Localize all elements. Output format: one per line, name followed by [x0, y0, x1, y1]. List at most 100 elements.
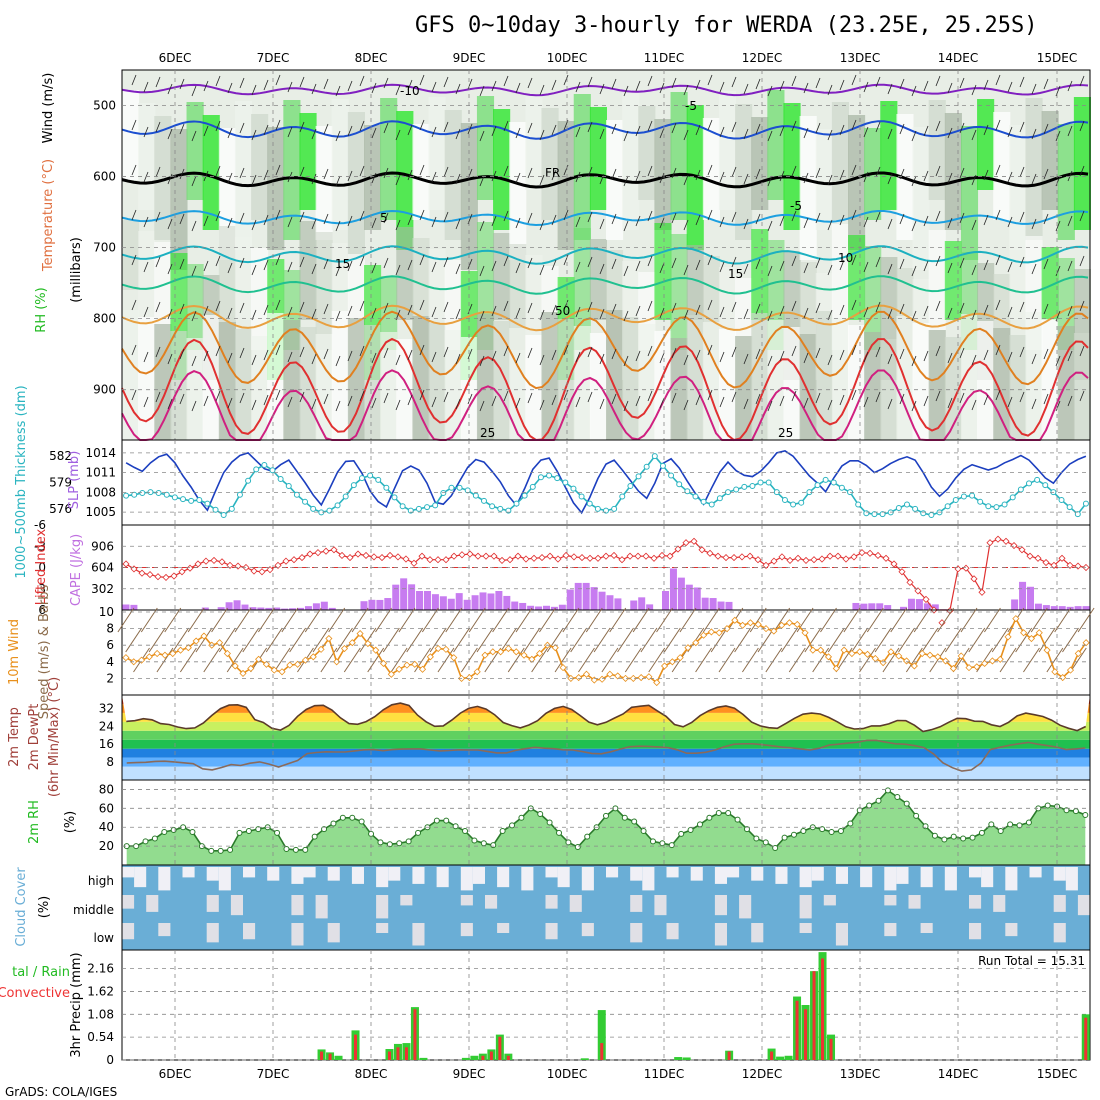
- wind-barb: [215, 75, 221, 87]
- day-label-bottom: 11DEC: [644, 1067, 684, 1081]
- wind-barb: [968, 627, 986, 653]
- rh-line-point: [321, 826, 328, 833]
- cloud-cell: [497, 867, 510, 888]
- rh-line-point: [386, 841, 393, 848]
- wind-barb: [587, 391, 593, 403]
- wind-barb: [203, 395, 209, 407]
- wind-barb: [203, 215, 209, 227]
- cape-bar: [479, 592, 487, 610]
- wind-barb: [455, 218, 461, 230]
- day-label-bottom: 12DEC: [742, 1067, 782, 1081]
- wind-speed-point: [1051, 668, 1059, 676]
- wind-barb: [491, 260, 497, 272]
- wind-barb: [995, 74, 1001, 86]
- thickness-line-point: [879, 511, 886, 518]
- li-point: [410, 559, 418, 567]
- wind-barb: [617, 627, 634, 653]
- rh-shade: [670, 338, 688, 440]
- wind-speed-point: [1020, 629, 1028, 637]
- wind-barb: [623, 85, 629, 97]
- wind-barb: [371, 217, 377, 229]
- li-point: [426, 556, 434, 564]
- li-tick: 3: [38, 582, 46, 596]
- label-precip: 3hr Precip (mm): [69, 952, 84, 1057]
- wind-speed-point: [575, 674, 583, 682]
- rh-shade: [267, 127, 285, 250]
- thickness-line-point: [546, 472, 553, 479]
- wind-barb: [551, 124, 557, 136]
- wind-barb: [371, 397, 377, 409]
- li-point: [290, 556, 298, 564]
- cape-bar: [701, 597, 709, 610]
- day-label-top: 9DEC: [453, 51, 486, 65]
- rh-shade: [1041, 111, 1059, 210]
- rh-line-point: [903, 800, 910, 807]
- wind-barb: [323, 78, 329, 90]
- label-minmax: (6hr Min/Max) (°C): [47, 677, 62, 797]
- rh-line-point: [255, 826, 262, 833]
- wind-barb: [1019, 166, 1025, 178]
- thickness-line-point: [684, 488, 691, 495]
- cloud-cell: [182, 867, 195, 878]
- wind-barb: [527, 77, 533, 89]
- rh-line-point: [574, 844, 581, 851]
- li-point: [258, 568, 266, 576]
- wind-barb: [863, 171, 869, 183]
- day-label-bottom: 8DEC: [355, 1067, 388, 1081]
- rh-shade: [267, 313, 285, 440]
- rh-line-point: [631, 818, 638, 825]
- wind-barb: [167, 353, 173, 365]
- wind-speed-point: [223, 649, 231, 658]
- cape-bar: [233, 600, 241, 610]
- rh-line-point: [960, 835, 967, 842]
- cape-bar: [542, 605, 550, 610]
- rh-shade: [428, 249, 446, 320]
- wind-speed-point: [668, 658, 676, 666]
- wind-barb: [719, 216, 725, 228]
- wind-barb: [851, 119, 857, 131]
- temp-tick: 24: [99, 719, 114, 733]
- li-point: [394, 553, 402, 561]
- cape-bar: [852, 602, 860, 610]
- wind-barb: [743, 83, 749, 95]
- wind-barb: [299, 76, 305, 88]
- rh-shade: [799, 116, 817, 260]
- rh-shade: [880, 101, 898, 210]
- li-point: [330, 546, 338, 554]
- thickness-line-point: [781, 497, 788, 504]
- wind-barb: [311, 173, 317, 185]
- li-point: [266, 566, 274, 574]
- rh-line-point: [217, 847, 224, 854]
- wind-barb: [287, 261, 293, 273]
- thickness-line-point: [448, 484, 455, 491]
- wind-barb: [155, 301, 161, 313]
- cape-bar: [455, 593, 463, 610]
- wind-barb: [624, 647, 642, 673]
- wind-barb: [659, 127, 665, 139]
- rh-line-point: [274, 829, 281, 836]
- wind-barb: [947, 352, 953, 364]
- rh-shade: [654, 223, 672, 320]
- wind-barb: [755, 123, 761, 135]
- wind-barb: [707, 299, 713, 311]
- wind-barb: [671, 212, 677, 224]
- wind-barb: [647, 120, 653, 132]
- wind-barb: [523, 627, 541, 653]
- wind-speed-point: [731, 616, 739, 624]
- wind-barb: [947, 397, 953, 409]
- wind-barb: [131, 389, 137, 401]
- thickness-line-point: [367, 472, 374, 479]
- wind-barb: [299, 166, 305, 178]
- wind-barb: [383, 302, 389, 314]
- wind-barb: [743, 218, 749, 230]
- cloud-cell: [642, 867, 655, 891]
- wind-barb: [1031, 398, 1037, 410]
- thickness-line-point: [139, 490, 146, 497]
- cape-bar: [725, 601, 733, 610]
- rh-shade: [880, 339, 898, 440]
- wind-barb: [155, 166, 161, 178]
- wind-barb: [899, 123, 905, 135]
- cape-bar: [550, 606, 558, 610]
- rh-shade: [622, 93, 640, 230]
- wind-barb: [191, 130, 197, 142]
